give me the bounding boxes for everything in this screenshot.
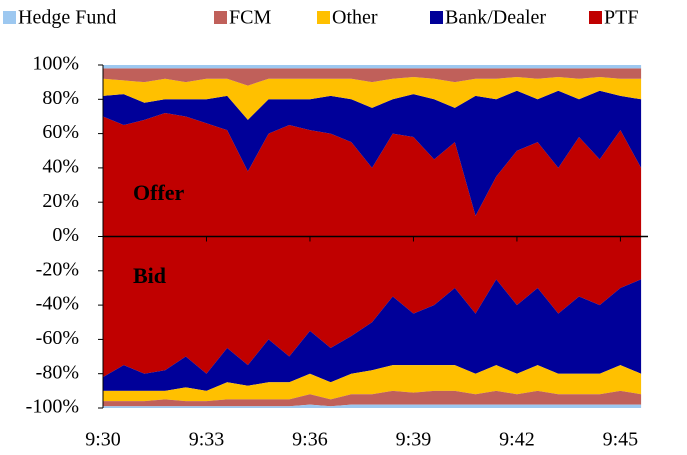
legend-swatch xyxy=(430,11,443,24)
legend-swatch xyxy=(3,11,16,24)
legend-label: Other xyxy=(332,7,378,29)
y-tick-label: -100% xyxy=(26,396,79,418)
y-tick-label: 0% xyxy=(52,224,79,246)
annotation: Bid xyxy=(133,263,166,288)
y-tick-label: 60% xyxy=(42,121,79,143)
y-tick-label: -20% xyxy=(36,258,79,280)
x-tick-label: 9:39 xyxy=(396,429,432,451)
legend-swatch xyxy=(317,11,330,24)
area xyxy=(103,404,642,408)
x-tick-label: 9:33 xyxy=(189,429,225,451)
y-tick-label: 100% xyxy=(32,53,79,75)
area xyxy=(103,390,642,407)
area xyxy=(103,365,642,402)
area xyxy=(103,65,642,69)
y-tick-label: 20% xyxy=(42,190,79,212)
legend-swatch xyxy=(589,11,602,24)
area xyxy=(103,279,642,391)
y-tick-label: -60% xyxy=(36,327,79,349)
x-tick-label: 9:36 xyxy=(292,429,328,451)
y-tick-label: 80% xyxy=(42,87,79,109)
legend-label: PTF xyxy=(604,7,638,29)
annotation: Offer xyxy=(133,180,185,205)
y-tick-label: -40% xyxy=(36,293,79,315)
legend-label: Bank/Dealer xyxy=(445,7,546,29)
legend-label: FCM xyxy=(229,7,271,29)
area xyxy=(103,113,642,237)
x-tick-label: 9:42 xyxy=(499,429,535,451)
legend-swatch xyxy=(214,11,227,24)
legend-label: Hedge Fund xyxy=(18,7,116,29)
area xyxy=(103,90,642,216)
y-tick-label: 40% xyxy=(42,155,79,177)
area xyxy=(103,68,642,86)
area xyxy=(103,236,642,378)
x-tick-label: 9:30 xyxy=(85,429,121,451)
area xyxy=(103,77,642,120)
y-tick-label: -80% xyxy=(36,361,79,383)
plot-areas xyxy=(103,65,642,408)
x-tick-label: 9:45 xyxy=(603,429,639,451)
